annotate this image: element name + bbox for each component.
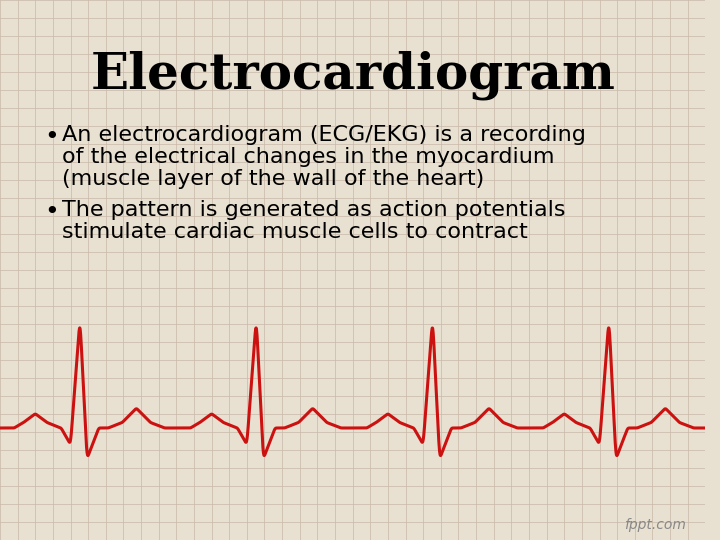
Text: (muscle layer of the wall of the heart): (muscle layer of the wall of the heart): [62, 169, 484, 189]
Text: An electrocardiogram (ECG/EKG) is a recording: An electrocardiogram (ECG/EKG) is a reco…: [62, 125, 585, 145]
Text: of the electrical changes in the myocardium: of the electrical changes in the myocard…: [62, 147, 554, 167]
Text: fppt.com: fppt.com: [624, 518, 685, 532]
Text: stimulate cardiac muscle cells to contract: stimulate cardiac muscle cells to contra…: [62, 222, 528, 242]
Text: •: •: [44, 125, 59, 149]
Text: •: •: [44, 200, 59, 224]
Text: The pattern is generated as action potentials: The pattern is generated as action poten…: [62, 200, 565, 220]
Text: Electrocardiogram: Electrocardiogram: [90, 50, 615, 99]
